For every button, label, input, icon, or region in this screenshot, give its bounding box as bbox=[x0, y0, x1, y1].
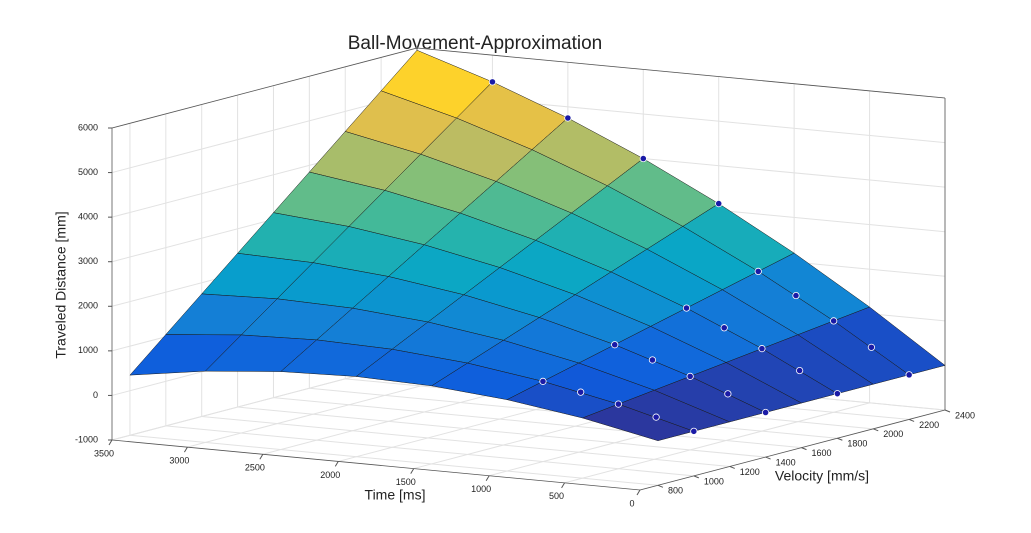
floor-grid-line bbox=[273, 397, 802, 449]
measurement-point bbox=[614, 400, 622, 408]
measurement-point bbox=[867, 343, 876, 351]
y-tick-label: 1200 bbox=[740, 467, 760, 477]
side-grid-line bbox=[111, 92, 418, 174]
z-tick-label: 0 bbox=[93, 390, 98, 400]
measurement-point bbox=[830, 317, 838, 325]
measurement-point bbox=[715, 200, 723, 208]
box-edge bbox=[111, 47, 418, 129]
x-tick-label: 1000 bbox=[471, 484, 491, 494]
measurement-point bbox=[724, 390, 732, 398]
y-tick-label: 1400 bbox=[776, 457, 796, 467]
floor-grid-line bbox=[564, 402, 870, 484]
y-tick bbox=[765, 456, 771, 460]
floor-grid-line bbox=[201, 415, 730, 467]
measurement-point bbox=[686, 372, 694, 380]
x-tick bbox=[485, 475, 490, 481]
measurement-point bbox=[639, 154, 647, 163]
z-tick-label: 3000 bbox=[78, 256, 98, 266]
x-tick bbox=[183, 446, 188, 453]
x-tick-label: 500 bbox=[549, 491, 564, 501]
measurement-point bbox=[648, 356, 657, 364]
y-tick bbox=[837, 437, 843, 441]
z-tick-label: 2000 bbox=[78, 301, 98, 311]
y-tick bbox=[908, 418, 915, 422]
y-tick bbox=[693, 475, 700, 479]
measurement-point bbox=[761, 408, 770, 417]
measurement-point bbox=[682, 304, 691, 312]
floor-grid-line bbox=[129, 434, 658, 486]
measurement-point bbox=[833, 390, 841, 398]
y-axis-label: Velocity [mm/s] bbox=[775, 468, 869, 484]
y-tick-label: 2000 bbox=[883, 429, 903, 439]
x-tick bbox=[334, 461, 339, 467]
x-tick bbox=[259, 454, 264, 460]
measurement-point bbox=[488, 78, 497, 86]
y-tick-label: 1600 bbox=[811, 448, 831, 458]
y-tick bbox=[729, 466, 735, 469]
z-tick-label: 4000 bbox=[78, 212, 98, 222]
x-tick bbox=[108, 439, 113, 446]
z-tick-label: 1000 bbox=[78, 345, 98, 355]
measurement-point bbox=[539, 377, 547, 385]
y-tick bbox=[801, 447, 807, 451]
measurement-point bbox=[796, 366, 804, 375]
measurement-point bbox=[652, 413, 660, 421]
x-tick bbox=[561, 482, 566, 489]
y-tick-label: 1000 bbox=[704, 476, 724, 486]
y-tick bbox=[873, 428, 879, 432]
measurement-point bbox=[754, 267, 762, 276]
y-tick bbox=[944, 409, 951, 413]
y-tick-label: 2200 bbox=[919, 420, 939, 430]
x-axis-label: Time [ms] bbox=[365, 487, 426, 503]
measurement-point bbox=[792, 291, 800, 300]
y-tick-label: 800 bbox=[668, 486, 683, 496]
measurement-point bbox=[611, 341, 619, 349]
box-edge bbox=[416, 47, 946, 99]
x-tick-label: 1500 bbox=[396, 477, 416, 487]
z-tick-label: -1000 bbox=[75, 434, 98, 444]
box-edge bbox=[111, 439, 641, 491]
x-tick-label: 2000 bbox=[320, 470, 340, 480]
measurement-point bbox=[564, 114, 572, 122]
floor-grid-line bbox=[237, 406, 766, 458]
measurement-point bbox=[690, 427, 698, 435]
measurement-point bbox=[720, 324, 728, 332]
y-tick-label: 1800 bbox=[847, 439, 867, 449]
x-tick bbox=[410, 468, 415, 474]
z-axis-label: Traveled Distance [mm] bbox=[53, 211, 69, 358]
chart-title: Ball-Movement-Approximation bbox=[348, 33, 603, 54]
x-tick-label: 2500 bbox=[245, 463, 265, 473]
measurement-point bbox=[758, 345, 766, 353]
measurement-point bbox=[577, 388, 585, 396]
y-tick bbox=[657, 484, 664, 488]
x-tick-label: 0 bbox=[629, 498, 634, 508]
measurement-point bbox=[905, 371, 913, 379]
z-tick-label: 5000 bbox=[78, 167, 98, 177]
z-tick-label: 6000 bbox=[78, 122, 98, 132]
x-tick bbox=[636, 489, 641, 496]
box-edge bbox=[639, 409, 946, 491]
x-tick-label: 3000 bbox=[169, 456, 189, 466]
y-tick-label: 2400 bbox=[955, 410, 975, 420]
floor-grid-line bbox=[165, 425, 694, 477]
x-tick-label: 3500 bbox=[94, 448, 114, 458]
